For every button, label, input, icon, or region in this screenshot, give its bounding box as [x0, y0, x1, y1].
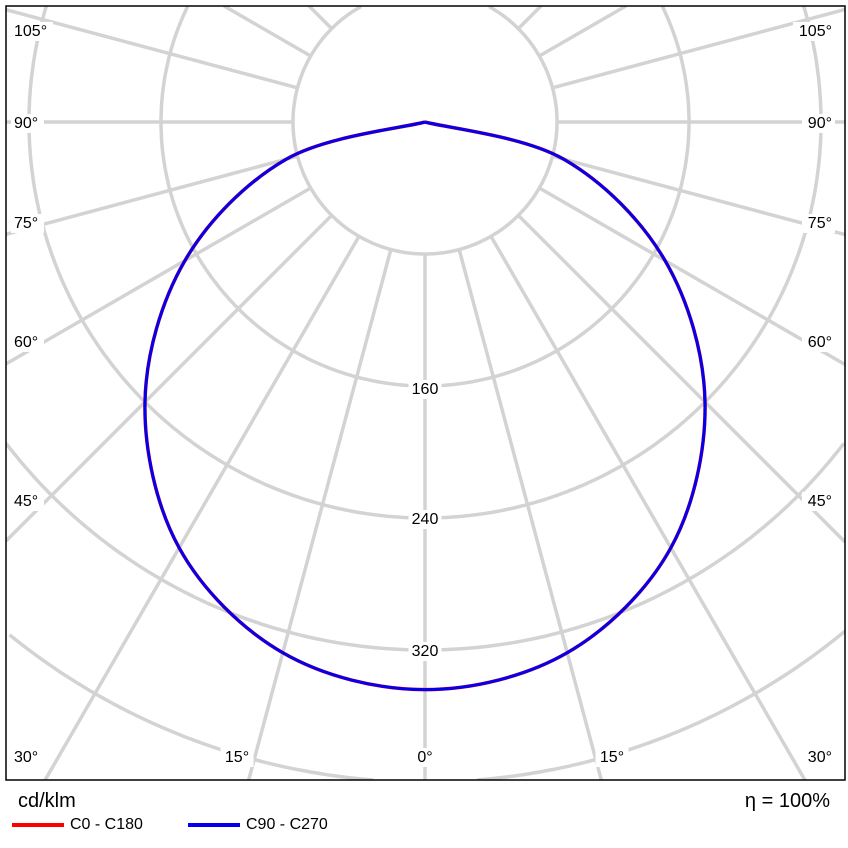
legend-swatch-blue — [188, 823, 240, 827]
label-background — [802, 748, 835, 767]
circle-gridline — [159, 6, 691, 388]
label-background — [11, 333, 44, 352]
angle-label-left: 60° — [14, 334, 38, 351]
radial-tick-label: 160 — [412, 381, 439, 398]
label-background — [802, 333, 835, 352]
series-curve-1 — [143, 120, 707, 692]
radial-gridline — [6, 154, 298, 236]
angle-label-right: 75° — [808, 215, 832, 232]
angle-label-left: 90° — [14, 115, 38, 132]
angle-label-right: 30° — [808, 749, 832, 766]
labels: 105° 90° 75° 60° 45° 30° 105° 90° 75° 60° 45° 30° 15… — [11, 22, 835, 767]
circle-gridline — [8, 629, 845, 780]
radial-gridline — [6, 8, 298, 90]
radial-gridline — [538, 6, 627, 58]
label-background — [408, 510, 442, 529]
label-background — [408, 642, 442, 661]
angle-label-left: 30° — [14, 749, 38, 766]
unit-label: cd/klm — [18, 790, 76, 812]
legend-item-c0: C0 - C180 — [12, 816, 143, 834]
efficiency-label: η = 100% — [744, 790, 830, 812]
curves — [143, 120, 707, 692]
circle-gridline — [6, 442, 845, 652]
angle-label-right: 105° — [799, 23, 832, 40]
radial-gridline — [489, 235, 807, 780]
radial-gridline — [6, 186, 312, 366]
label-background — [595, 748, 629, 767]
radial-gridline — [538, 186, 845, 367]
label-background — [802, 492, 835, 511]
angle-label-right: 90° — [808, 115, 832, 132]
label-background — [802, 214, 835, 233]
radial-gridline — [223, 6, 312, 58]
label-background — [11, 748, 44, 767]
label-background — [220, 748, 254, 767]
angle-label-bottom: 15° — [600, 749, 624, 766]
label-background — [11, 214, 44, 233]
label-background — [793, 22, 835, 41]
label-background — [802, 114, 835, 133]
radial-gridline — [552, 154, 845, 237]
radial-gridline — [307, 6, 333, 30]
angle-label-right: 60° — [808, 334, 832, 351]
angle-label-bottom: 0° — [417, 749, 432, 766]
label-background — [413, 748, 437, 767]
radial-tick-label: 320 — [412, 643, 439, 660]
radial-gridline — [517, 214, 845, 544]
label-background — [11, 22, 53, 41]
legend-label: C90 - C270 — [246, 816, 328, 833]
angle-label-left: 105° — [14, 23, 47, 40]
label-background — [11, 492, 44, 511]
legend-item-c90: C90 - C270 — [188, 816, 328, 834]
radial-gridline — [457, 249, 604, 780]
legend-swatch-red — [12, 823, 64, 827]
angle-label-bottom: 15° — [225, 749, 249, 766]
radial-tick-label: 240 — [412, 511, 439, 528]
circle-gridline — [291, 6, 559, 256]
radial-gridline — [43, 235, 361, 780]
legend-label: C0 - C180 — [70, 816, 143, 833]
radial-gridline — [517, 6, 543, 30]
angle-label-left: 75° — [14, 215, 38, 232]
radial-gridline — [6, 214, 333, 543]
label-background — [11, 114, 44, 133]
angle-label-left: 45° — [14, 493, 38, 510]
radial-gridline — [246, 249, 393, 780]
plot-frame — [5, 5, 846, 781]
label-background — [408, 380, 442, 399]
angle-label-right: 45° — [808, 493, 832, 510]
